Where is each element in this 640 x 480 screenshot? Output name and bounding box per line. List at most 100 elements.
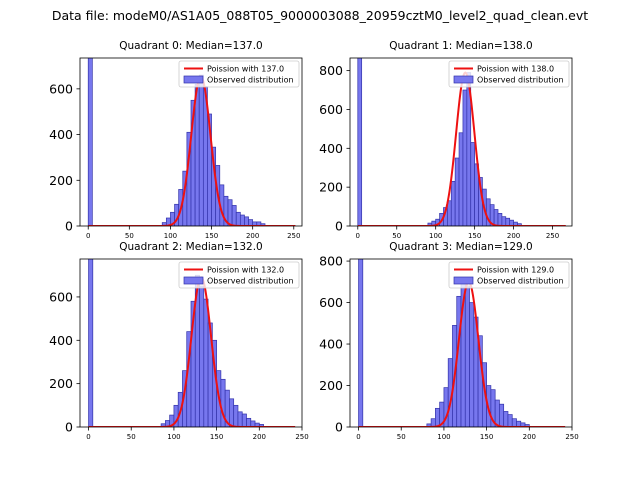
quadrant-1-axes-frame	[349, 57, 573, 227]
quadrant-1-ytick-label: 0	[335, 219, 343, 234]
quadrant-1-ytick-label: 400	[319, 141, 343, 156]
quadrant-0-bar	[235, 211, 241, 226]
quadrant-1-bar	[505, 217, 511, 226]
quadrant-2-title: Quadrant 2: Median=132.0	[119, 241, 262, 253]
quadrant-2-bar	[203, 298, 209, 427]
quadrant-2-panel: Quadrant 2: Median=132.0 0 200 400 600 0 50 100…	[49, 241, 309, 441]
quadrant-2-ytick-label: 200	[49, 376, 73, 391]
quadrant-3-ytick-label: 200	[319, 378, 343, 393]
quadrant-1-bar	[493, 209, 499, 226]
quadrant-3-bar	[503, 411, 509, 427]
quadrant-0-ytick-label: 200	[49, 173, 73, 188]
quadrant-2-xtick-label: 150	[210, 433, 223, 441]
quadrant-2-xtick-label: 0	[86, 433, 90, 441]
quadrant-0-ytick-label: 400	[49, 127, 73, 142]
quadrant-2-poisson-line	[88, 276, 296, 427]
quadrant-3-xtick-label: 50	[397, 433, 406, 441]
quadrant-3-ytick-label: 800	[319, 254, 343, 269]
quadrant-1-xtick-label: 150	[468, 232, 481, 240]
quadrant-0-bar	[87, 58, 93, 226]
quadrant-1-xtick-label: 0	[356, 232, 360, 240]
quadrant-1-ytick-label: 200	[319, 180, 343, 195]
quadrant-0-xtick-label: 250	[287, 232, 300, 240]
quadrant-0-xtick-label: 150	[205, 232, 218, 240]
legend-observed-label: Observed distribution	[477, 76, 564, 85]
quadrant-3-bar	[435, 407, 441, 427]
quadrant-2-bar	[258, 424, 264, 427]
quadrant-1-ytick-label: 800	[319, 63, 343, 78]
quadrant-2-xtick-label: 200	[253, 433, 266, 441]
quadrant-3-xtick-label: 100	[437, 433, 450, 441]
quadrant-2-ytick-label: 400	[49, 333, 73, 348]
quadrant-1-bar	[458, 132, 464, 226]
quadrant-2-xtick-label: 250	[295, 433, 308, 441]
quadrant-1-xtick-label: 100	[429, 232, 442, 240]
quadrant-1-bar	[501, 216, 507, 226]
quadrant-1-ytick-label: 600	[319, 102, 343, 117]
legend-poisson-label: Poission with 138.0	[477, 65, 554, 74]
quadrant-2-bar	[199, 285, 205, 427]
quadrant-3-ytick-label: 0	[335, 420, 343, 435]
legend-poisson-label: Poission with 132.0	[207, 266, 284, 275]
quadrant-3-bar	[464, 285, 470, 427]
quadrant-0-poisson-line	[88, 75, 296, 226]
legend-poisson-label: Poission with 137.0	[207, 65, 284, 74]
quadrant-2-bar	[88, 259, 94, 427]
quadrant-1-bar	[497, 213, 503, 226]
quadrant-1-bar	[357, 58, 363, 226]
quadrant-0-bar	[194, 83, 200, 226]
quadrant-0-axes-frame	[79, 57, 303, 227]
quadrant-1-legend: Poission with 138.0 Observed distribution	[448, 60, 570, 88]
legend-box	[178, 60, 300, 88]
quadrant-3-xtick-label: 250	[565, 433, 578, 441]
quadrant-0-bar	[227, 199, 233, 226]
quadrant-0-ytick-label: 600	[49, 81, 73, 96]
quadrant-2-axes-frame	[79, 258, 303, 428]
quadrant-3-title: Quadrant 3: Median=129.0	[389, 241, 532, 253]
quadrant-3-bar	[358, 259, 364, 427]
legend-observed-label: Observed distribution	[207, 277, 294, 286]
legend-poisson-label: Poission with 129.0	[477, 266, 554, 275]
quadrant-3-ytick-label: 400	[319, 337, 343, 352]
quadrant-2-bar	[233, 404, 239, 427]
quadrant-2-bar	[246, 417, 252, 427]
quadrant-0-panel: Quadrant 0: Median=137.0 0 200 400 600 0 50 100…	[49, 40, 303, 240]
quadrant-3-xtick-label: 150	[480, 433, 493, 441]
legend-box	[178, 261, 300, 289]
quadrant-1-xtick-label: 50	[392, 232, 401, 240]
quadrant-2-ytick-label: 600	[49, 289, 73, 304]
quadrant-1-xtick-label: 250	[546, 232, 559, 240]
legend-bar-swatch	[453, 75, 474, 84]
quadrant-1-bar	[450, 180, 456, 226]
legend-box	[448, 261, 570, 289]
legend-bar-swatch	[183, 276, 204, 285]
quadrant-2-bar	[241, 413, 247, 427]
quadrant-1-panel: Quadrant 1: Median=138.0 0 200 400 600 800 0 50…	[319, 40, 573, 240]
quadrant-3-poisson-line	[358, 280, 566, 427]
quadrant-0-title: Quadrant 0: Median=137.0	[119, 40, 262, 52]
quadrant-3-bar	[469, 302, 475, 427]
quadrant-3-ytick-label: 600	[319, 295, 343, 310]
quadrant-1-bar	[470, 142, 475, 226]
quadrant-1-title: Quadrant 1: Median=138.0	[389, 40, 532, 52]
quadrant-2-legend: Poission with 132.0 Observed distribution	[178, 261, 300, 289]
quadrant-3-xtick-label: 0	[356, 433, 360, 441]
quadrant-3-bar	[499, 403, 505, 427]
legend-observed-label: Observed distribution	[477, 277, 564, 286]
legend-bar-swatch	[453, 276, 474, 285]
quadrant-0-bar	[244, 216, 249, 226]
quadrant-1-bar	[454, 157, 460, 226]
quadrant-2-xtick-label: 50	[127, 433, 136, 441]
legend-bar-swatch	[183, 75, 204, 84]
quadrant-0-bar	[231, 205, 237, 226]
quadrant-0-xtick-label: 0	[86, 232, 90, 240]
quadrant-0-ytick-label: 0	[65, 219, 73, 234]
quadrant-3-panel: Quadrant 3: Median=129.0 0 200 400 600 800 0 50…	[319, 241, 579, 441]
quadrant-3-bar	[511, 418, 517, 427]
quadrant-1-xtick-label: 200	[507, 232, 520, 240]
quadrant-2-bar	[237, 411, 243, 427]
quadrant-3-axes-frame	[349, 258, 573, 428]
quadrant-2-ytick-label: 0	[65, 420, 73, 435]
figure-suptitle: Data file: modeM0/AS1A05_088T05_90000030…	[52, 8, 588, 23]
